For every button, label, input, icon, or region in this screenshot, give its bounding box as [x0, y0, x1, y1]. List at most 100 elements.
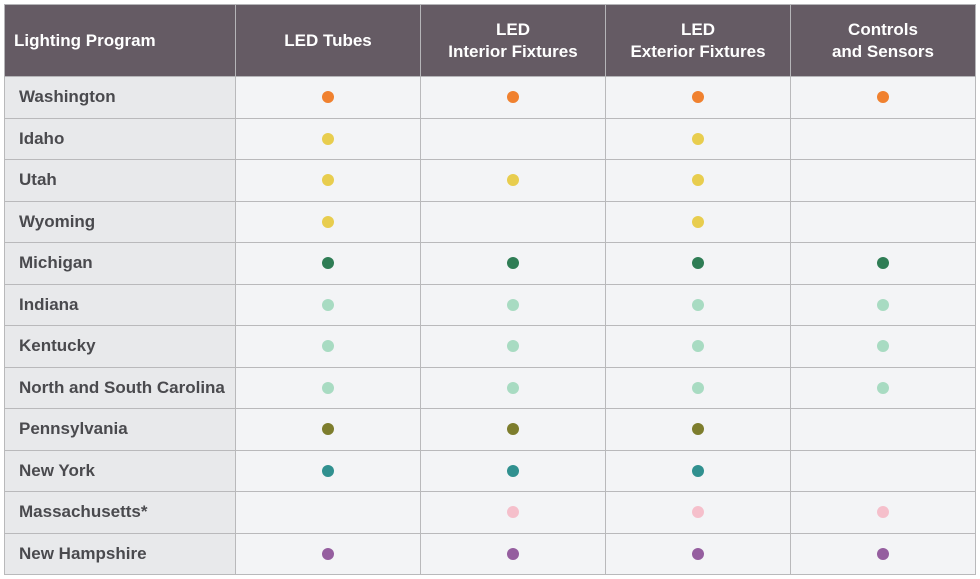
program-name: Utah — [4, 159, 236, 202]
table-cell — [790, 200, 976, 243]
dot-indicator-icon — [507, 381, 519, 394]
dot-indicator-icon — [877, 298, 889, 311]
program-name: New York — [4, 449, 236, 492]
header-label-line1: Controls — [848, 19, 918, 39]
header-column: LED Exterior Fixtures — [605, 4, 791, 77]
program-name: Kentucky — [4, 325, 236, 368]
table-cell — [790, 491, 976, 534]
table-cell — [235, 76, 421, 119]
table-cell — [790, 449, 976, 492]
dot-indicator-icon — [507, 174, 519, 187]
table-cell — [235, 491, 421, 534]
table-cell — [790, 242, 976, 285]
dot-indicator-icon — [322, 174, 334, 187]
dot-indicator-icon — [507, 547, 519, 560]
header-label-line2: Interior Fixtures — [448, 41, 578, 61]
table-cell — [420, 449, 606, 492]
table-cell — [605, 325, 791, 368]
table-cell — [605, 491, 791, 534]
table-cell — [235, 366, 421, 409]
dot-indicator-icon — [507, 91, 519, 104]
dot-indicator-icon — [507, 423, 519, 436]
program-name: Washington — [4, 76, 236, 119]
table-cell — [420, 117, 606, 160]
table-cell — [605, 117, 791, 160]
dot-indicator-icon — [877, 340, 889, 353]
table-cell — [605, 242, 791, 285]
dot-indicator-icon — [322, 215, 334, 228]
table-cell — [420, 532, 606, 575]
table-cell — [605, 159, 791, 202]
lighting-program-table: Lighting Program LED Tubes LED Interior Fix… — [4, 4, 976, 575]
table-cell — [235, 159, 421, 202]
header-column: Controls and Sensors — [790, 4, 976, 77]
table-row: Utah — [4, 159, 976, 202]
table-cell — [235, 242, 421, 285]
table-row: Wyoming — [4, 200, 976, 243]
dot-indicator-icon — [692, 423, 704, 436]
table-cell — [605, 76, 791, 119]
header-label-line1: LED — [681, 19, 715, 39]
table-row: Idaho — [4, 117, 976, 160]
dot-indicator-icon — [507, 506, 519, 519]
dot-indicator-icon — [877, 547, 889, 560]
table-cell — [420, 366, 606, 409]
header-label-line1: LED — [496, 19, 530, 39]
table-cell — [605, 408, 791, 451]
dot-indicator-icon — [322, 340, 334, 353]
table-cell — [235, 532, 421, 575]
dot-indicator-icon — [692, 257, 704, 270]
table-cell — [420, 325, 606, 368]
dot-indicator-icon — [507, 298, 519, 311]
table-cell — [420, 76, 606, 119]
table-cell — [790, 366, 976, 409]
dot-indicator-icon — [507, 340, 519, 353]
program-name: Massachusetts* — [4, 491, 236, 534]
program-name: North and South Carolina — [4, 366, 236, 409]
dot-indicator-icon — [322, 423, 334, 436]
program-name: Wyoming — [4, 200, 236, 243]
table-row: Massachusetts* — [4, 491, 976, 534]
table-cell — [605, 366, 791, 409]
program-name: Idaho — [4, 117, 236, 160]
program-name: Pennsylvania — [4, 408, 236, 451]
table-cell — [790, 159, 976, 202]
table-body: Washington Idaho Utah Wyoming Michigan Indian… — [4, 76, 976, 575]
dot-indicator-icon — [322, 381, 334, 394]
table-row: Indiana — [4, 283, 976, 326]
header-column: LED Tubes — [235, 4, 421, 77]
table-cell — [605, 200, 791, 243]
table-cell — [235, 408, 421, 451]
table-cell — [235, 325, 421, 368]
dot-indicator-icon — [322, 257, 334, 270]
table-row: New Hampshire — [4, 532, 976, 575]
program-name: Indiana — [4, 283, 236, 326]
dot-indicator-icon — [507, 464, 519, 477]
table-cell — [790, 532, 976, 575]
dot-indicator-icon — [692, 464, 704, 477]
table-cell — [420, 242, 606, 285]
dot-indicator-icon — [322, 298, 334, 311]
table-cell — [605, 283, 791, 326]
header-row: Lighting Program LED Tubes LED Interior Fix… — [4, 4, 976, 77]
dot-indicator-icon — [877, 506, 889, 519]
table-cell — [790, 283, 976, 326]
table-cell — [790, 325, 976, 368]
program-name: New Hampshire — [4, 532, 236, 575]
table-cell — [420, 408, 606, 451]
table-cell — [235, 283, 421, 326]
table-row: Washington — [4, 76, 976, 119]
dot-indicator-icon — [692, 298, 704, 311]
table-cell — [235, 117, 421, 160]
table-cell — [605, 449, 791, 492]
header-label-line1: LED Tubes — [284, 30, 372, 50]
table-cell — [235, 449, 421, 492]
dot-indicator-icon — [692, 547, 704, 560]
table-cell — [790, 117, 976, 160]
program-name: Michigan — [4, 242, 236, 285]
header-label-line1: Lighting Program — [14, 30, 156, 50]
dot-indicator-icon — [877, 381, 889, 394]
table-cell — [420, 159, 606, 202]
table-cell — [420, 283, 606, 326]
table-cell — [235, 200, 421, 243]
